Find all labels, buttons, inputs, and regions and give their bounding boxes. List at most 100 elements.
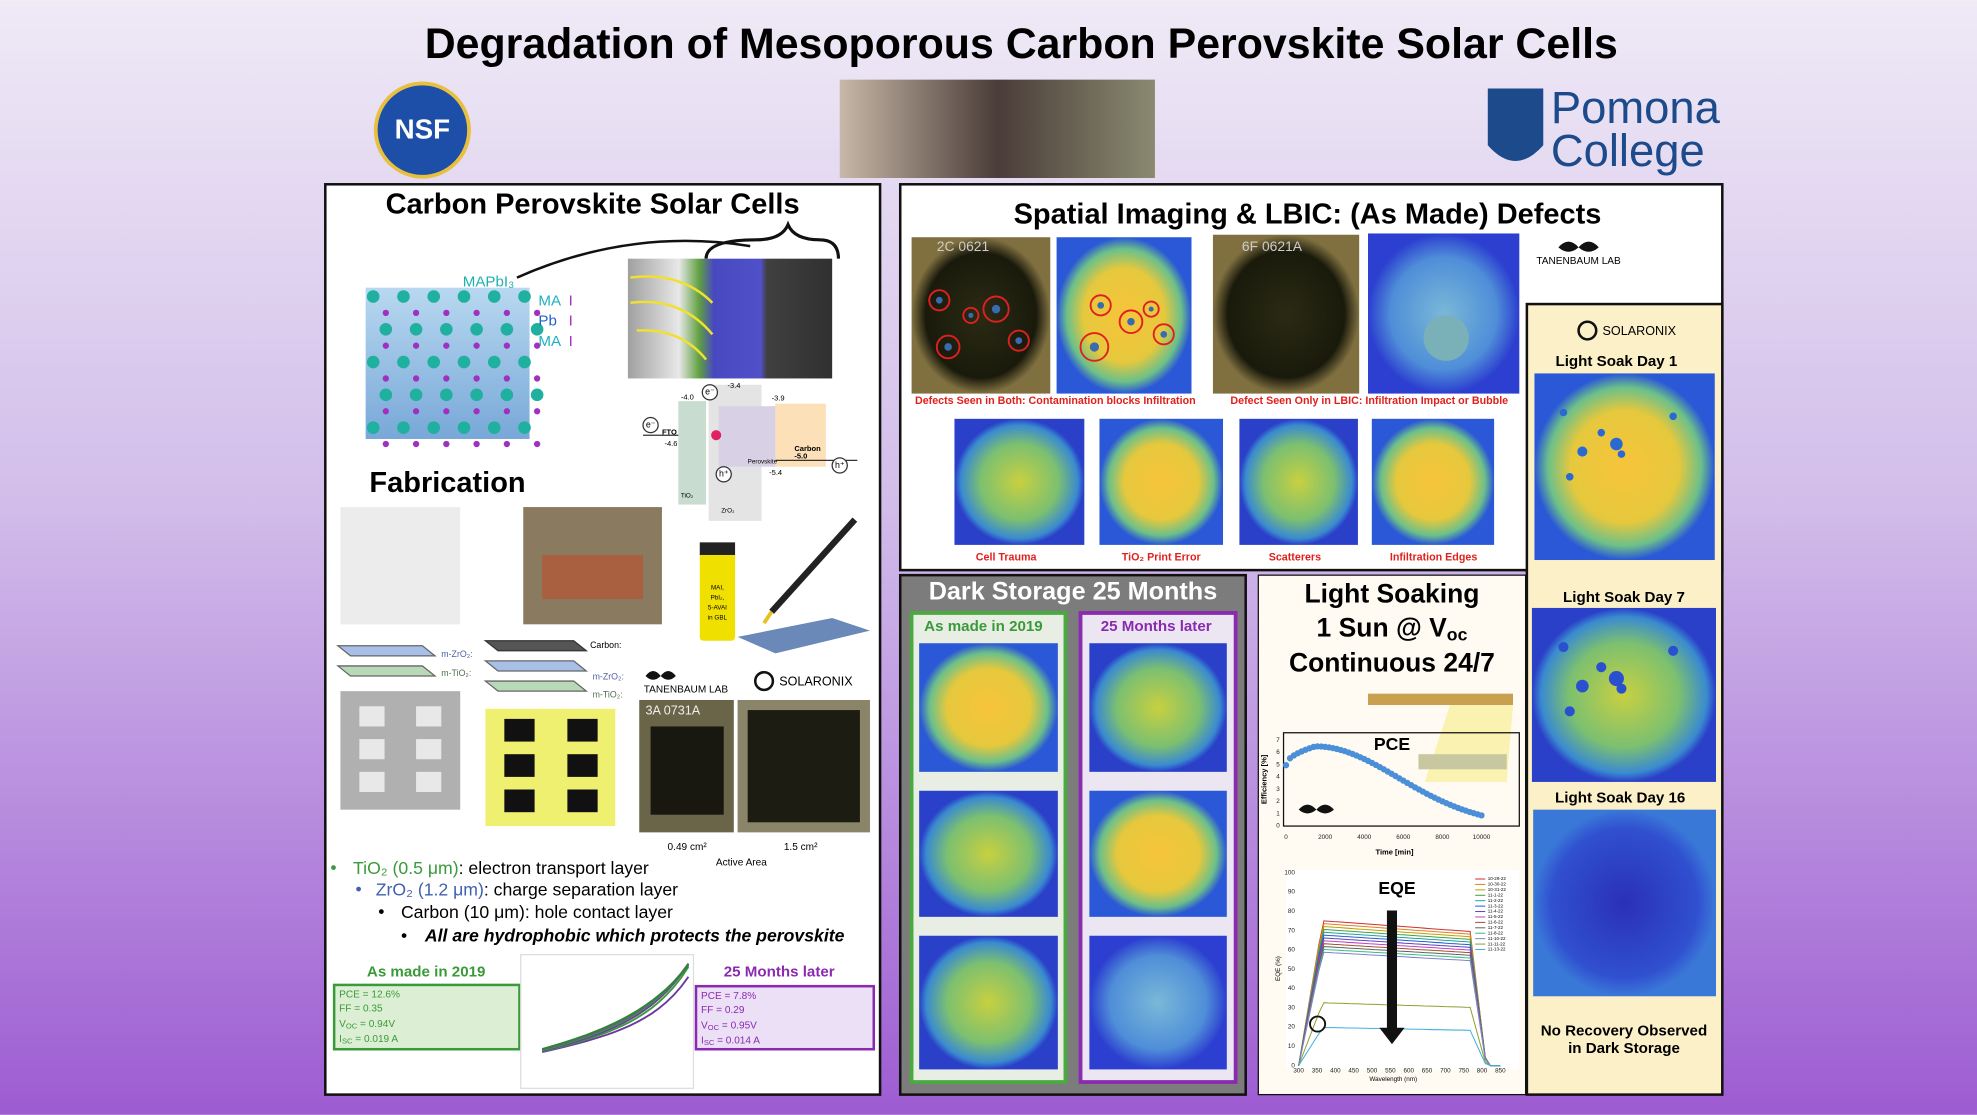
carbon-band	[775, 403, 826, 467]
cell-id: 3A 0731A	[646, 704, 701, 718]
cell-square	[504, 789, 535, 813]
x-tick-label: 700	[1440, 1067, 1451, 1074]
value: = 0.019 A	[352, 1034, 398, 1045]
jv-curve	[541, 964, 690, 1050]
cell-active	[650, 726, 724, 815]
lbic-map	[1089, 643, 1227, 772]
lab-icon	[1298, 804, 1334, 814]
defect-ring	[1118, 309, 1144, 335]
y-tick-label: 10	[1288, 1043, 1296, 1050]
defect-spot	[1127, 317, 1135, 326]
vial-text: in GBL	[708, 615, 728, 622]
x-tick-label: 4000	[1357, 834, 1372, 841]
jv-curves	[541, 962, 690, 1054]
axis-label: Time [min]	[1375, 848, 1414, 857]
soak-line: Continuous 24/7	[1289, 648, 1495, 678]
y-tick-label: 5	[1276, 761, 1280, 768]
carrier-circle	[642, 416, 659, 434]
day-label: Light Soak Day 7	[1563, 589, 1685, 606]
eqe-line	[1298, 946, 1501, 1067]
x-tick-label: 800	[1477, 1067, 1488, 1074]
college-shield	[1487, 88, 1544, 161]
atom	[412, 309, 420, 317]
eqe-line	[1298, 951, 1501, 1067]
lbic-map	[1371, 418, 1495, 545]
vial-cap	[699, 542, 736, 555]
substrate	[737, 618, 870, 654]
vial-label: MAI, PbI₂, 5-AVAI in GBL	[708, 584, 728, 621]
atom	[487, 355, 501, 369]
atom	[518, 355, 531, 369]
bullet: •	[378, 902, 384, 922]
defect-markers	[928, 289, 1175, 362]
atom	[427, 355, 441, 369]
spot	[1668, 645, 1679, 656]
perovskite-band	[718, 406, 776, 467]
defect-ring	[928, 289, 951, 312]
spot	[1559, 408, 1568, 417]
defect-ring	[962, 306, 980, 324]
defect-ring	[1079, 332, 1110, 362]
legend-entry: 11-6-22	[1488, 920, 1504, 925]
stack-a: m-ZrO₂: m-TiO₂:	[336, 645, 473, 678]
atom	[382, 440, 389, 448]
x-tick-label: 550	[1385, 1067, 1396, 1074]
carrier-circle	[715, 466, 732, 483]
cell-square	[359, 706, 385, 727]
level: -4.0	[681, 392, 694, 401]
bullet: •	[401, 926, 407, 946]
area-caption: Active Area	[716, 857, 767, 868]
layer-name: ZrO₂ (1.2 μm)	[376, 879, 484, 899]
eqe-line	[1298, 926, 1501, 1067]
jv-box	[332, 983, 521, 1051]
lbic-map	[919, 935, 1058, 1070]
jv-heading: As made in 2019	[367, 963, 486, 980]
atom	[503, 440, 511, 448]
layer-bullets: • TiO₂ (0.5 μm): electron transport laye…	[330, 858, 844, 946]
fto-label: FTO	[662, 428, 677, 437]
param: PCE = 12.6%	[339, 990, 400, 1001]
defect-spot	[944, 343, 952, 351]
chart-title: PCE	[1374, 734, 1411, 754]
layer	[483, 660, 589, 672]
x-tick-label: 400	[1330, 1067, 1341, 1074]
y-tick-label: 40	[1288, 985, 1296, 992]
cell-photo	[911, 237, 1051, 394]
param: ISC = 0.019 A	[339, 1034, 398, 1046]
legend-entry: 11-13-22	[1488, 947, 1506, 952]
param: ISC = 0.014 A	[701, 1035, 760, 1047]
atom	[457, 421, 471, 434]
layer-role: : hole contact layer	[525, 902, 673, 922]
legend-entry: 11-3-22	[1488, 903, 1504, 908]
atom	[440, 322, 453, 336]
legend-entry: 11-1-22	[1488, 892, 1504, 897]
defect-caption: Cell Trauma	[976, 551, 1038, 563]
defect-ring	[1089, 294, 1112, 317]
atom	[487, 290, 501, 303]
supplier-name: SOLARONIX	[779, 675, 853, 689]
cell-square	[416, 706, 442, 727]
atom	[503, 408, 511, 415]
axis-label: Efficiency [%]	[1260, 754, 1269, 804]
defect-spot	[1148, 306, 1154, 312]
lbic-map	[1056, 237, 1192, 394]
eqe-line	[1298, 923, 1501, 1067]
x-tick-label: 350	[1312, 1067, 1323, 1074]
carrier: e⁻	[646, 419, 656, 429]
section-heading: Carbon Perovskite Solar Cells	[386, 188, 800, 220]
vial-text: MAI,	[711, 584, 724, 591]
x-tick-label: 6000	[1396, 834, 1411, 841]
nsf-logo	[373, 81, 471, 179]
atom	[443, 342, 450, 349]
legend-entry: 10-29-22	[1488, 876, 1507, 881]
atom	[366, 421, 380, 434]
defect-spot	[991, 304, 1001, 314]
day-label: Light Soak Day 16	[1555, 789, 1685, 806]
axis-label: Wavelength (nm)	[1369, 1076, 1417, 1083]
atom	[533, 375, 541, 382]
cell-active	[747, 710, 860, 823]
atom	[533, 342, 541, 349]
level: -5.0	[794, 452, 807, 461]
axis-label: EQE (%)	[1275, 956, 1282, 981]
